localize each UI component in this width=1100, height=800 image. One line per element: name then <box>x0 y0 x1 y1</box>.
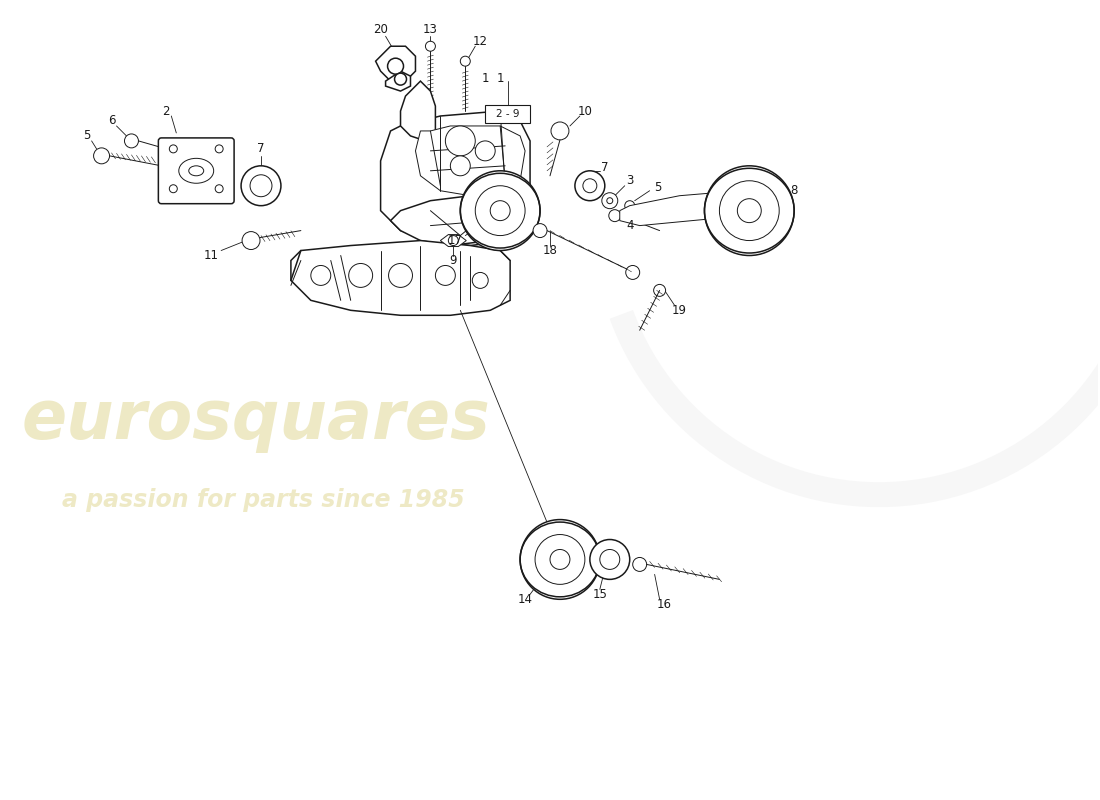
Text: 1: 1 <box>496 72 504 85</box>
Text: 15: 15 <box>593 588 607 601</box>
Text: 7: 7 <box>601 162 608 174</box>
Text: 2: 2 <box>163 105 170 118</box>
Circle shape <box>590 539 629 579</box>
Text: 6: 6 <box>108 114 115 127</box>
Circle shape <box>446 126 475 156</box>
Circle shape <box>460 170 540 250</box>
Circle shape <box>551 122 569 140</box>
Circle shape <box>475 141 495 161</box>
Circle shape <box>242 231 260 250</box>
Circle shape <box>625 201 635 210</box>
Text: 12: 12 <box>473 34 487 48</box>
Circle shape <box>491 201 510 221</box>
Circle shape <box>583 178 597 193</box>
Circle shape <box>250 174 272 197</box>
Circle shape <box>472 273 488 288</box>
FancyBboxPatch shape <box>485 105 530 123</box>
Circle shape <box>216 185 223 193</box>
Text: 20: 20 <box>373 22 388 36</box>
Circle shape <box>602 193 618 209</box>
Text: 19: 19 <box>672 304 688 317</box>
Circle shape <box>534 224 547 238</box>
Circle shape <box>241 166 280 206</box>
Polygon shape <box>619 190 749 226</box>
Circle shape <box>719 181 779 241</box>
Circle shape <box>387 58 404 74</box>
Circle shape <box>311 266 331 286</box>
Circle shape <box>395 73 407 85</box>
Ellipse shape <box>189 166 204 176</box>
Circle shape <box>169 145 177 153</box>
Circle shape <box>450 156 471 176</box>
Circle shape <box>460 56 471 66</box>
Circle shape <box>737 198 761 222</box>
Text: 1: 1 <box>482 72 490 85</box>
Polygon shape <box>386 71 410 91</box>
Ellipse shape <box>179 158 213 183</box>
Text: 16: 16 <box>657 598 672 610</box>
Circle shape <box>626 266 640 279</box>
Text: 5: 5 <box>82 130 90 142</box>
Polygon shape <box>381 111 530 246</box>
Circle shape <box>475 186 525 235</box>
Text: 3: 3 <box>626 174 634 187</box>
Text: a passion for parts since 1985: a passion for parts since 1985 <box>62 488 464 512</box>
Text: 18: 18 <box>542 244 558 257</box>
Text: eurosquares: eurosquares <box>22 387 491 453</box>
Circle shape <box>349 263 373 287</box>
Circle shape <box>94 148 110 164</box>
Polygon shape <box>416 126 525 196</box>
Circle shape <box>550 550 570 570</box>
Circle shape <box>600 550 619 570</box>
Circle shape <box>704 166 794 255</box>
Text: 10: 10 <box>578 105 592 118</box>
Circle shape <box>449 235 459 246</box>
Text: 11: 11 <box>204 249 219 262</box>
Circle shape <box>169 185 177 193</box>
Polygon shape <box>290 241 510 315</box>
Circle shape <box>388 263 412 287</box>
Text: 4: 4 <box>626 219 634 232</box>
Text: 2 - 9: 2 - 9 <box>496 109 519 119</box>
Circle shape <box>608 210 620 222</box>
Text: 5: 5 <box>653 182 661 194</box>
Polygon shape <box>400 81 436 141</box>
Text: 9: 9 <box>450 254 458 267</box>
Circle shape <box>575 170 605 201</box>
Text: 7: 7 <box>257 142 265 155</box>
Circle shape <box>426 42 436 51</box>
Text: 14: 14 <box>518 593 532 606</box>
Polygon shape <box>390 196 510 246</box>
Circle shape <box>607 198 613 204</box>
Text: 17: 17 <box>448 234 463 247</box>
FancyBboxPatch shape <box>158 138 234 204</box>
Circle shape <box>216 145 223 153</box>
Polygon shape <box>375 46 416 81</box>
Text: 8: 8 <box>791 184 798 198</box>
Circle shape <box>653 285 666 296</box>
Polygon shape <box>440 234 466 246</box>
Circle shape <box>436 266 455 286</box>
Circle shape <box>520 519 600 599</box>
Circle shape <box>124 134 139 148</box>
Circle shape <box>632 558 647 571</box>
Text: 13: 13 <box>424 22 438 36</box>
Circle shape <box>535 534 585 584</box>
